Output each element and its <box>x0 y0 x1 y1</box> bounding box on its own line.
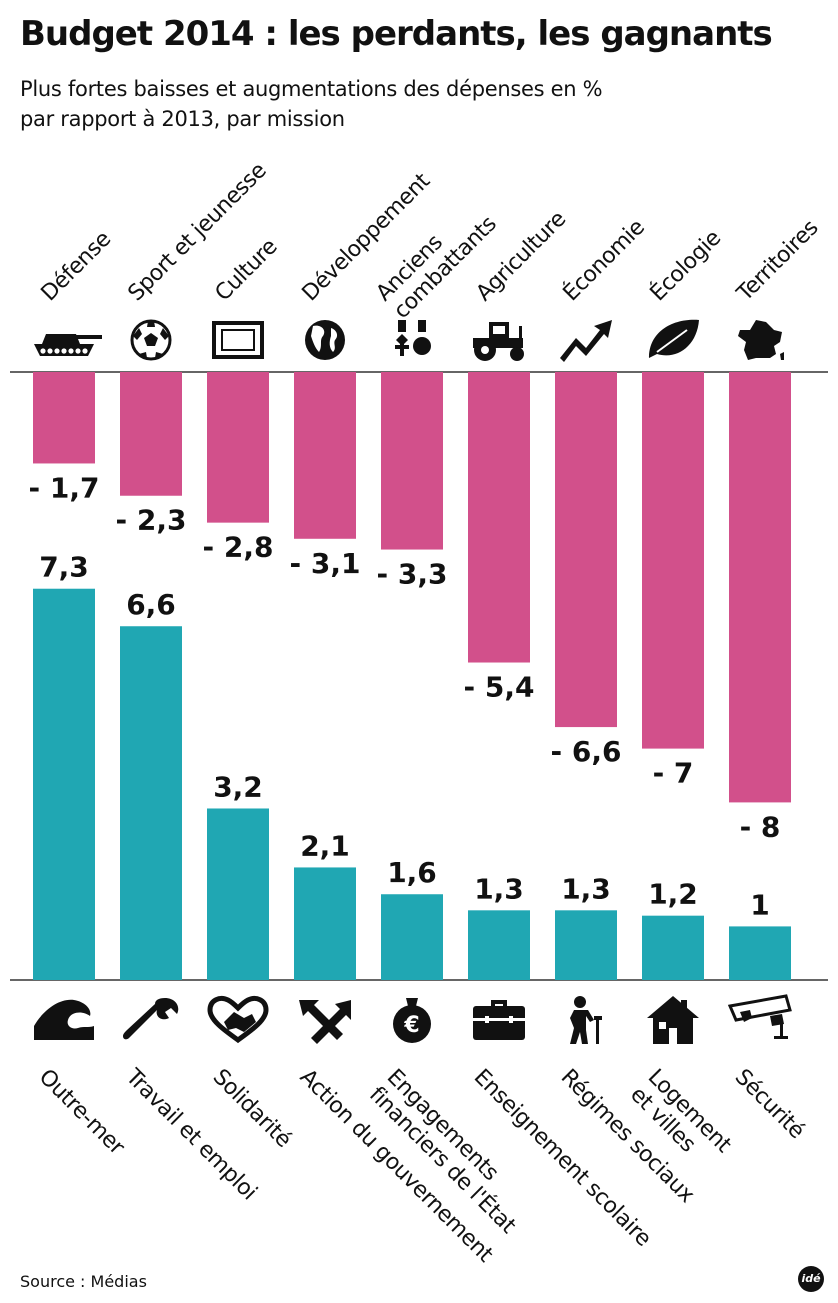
value-label-loss-5: - 5,4 <box>464 671 535 704</box>
source-note: Source : Médias <box>20 1272 147 1291</box>
bar-gain-0 <box>33 588 95 980</box>
wrench-icon <box>123 998 179 1040</box>
globe-icon <box>305 320 345 360</box>
category-label-loss-8: Territoires <box>732 215 823 306</box>
bar-loss-3 <box>294 372 356 539</box>
bar-gain-4 <box>381 894 443 980</box>
category-label-gain-8: Sécurité <box>730 1065 809 1144</box>
surveillance-camera-icon <box>727 994 792 1039</box>
svg-text:€: € <box>403 1013 419 1038</box>
bar-loss-6 <box>555 372 617 728</box>
value-label-gain-0: 7,3 <box>39 551 89 584</box>
money-bag-icon: € <box>393 998 431 1043</box>
bar-loss-0 <box>33 372 95 464</box>
bar-loss-8 <box>729 372 791 803</box>
bar-gain-1 <box>120 626 182 980</box>
bar-loss-4 <box>381 372 443 550</box>
bar-loss-7 <box>642 372 704 749</box>
briefcase-icon <box>473 1000 525 1040</box>
wave-icon <box>34 999 94 1040</box>
value-label-loss-7: - 7 <box>653 757 694 790</box>
value-label-gain-2: 3,2 <box>213 770 263 803</box>
value-label-gain-4: 1,6 <box>387 856 437 889</box>
value-label-loss-2: - 2,8 <box>203 531 274 564</box>
value-label-loss-0: - 1,7 <box>29 471 100 504</box>
bar-loss-2 <box>207 372 269 523</box>
subtitle-line-1: Plus fortes baisses et augmentations des… <box>20 77 603 101</box>
chart-title: Budget 2014 : les perdants, les gagnants <box>20 14 773 54</box>
bar-gain-7 <box>642 915 704 980</box>
category-label-loss-2: Culture <box>211 234 283 306</box>
value-label-gain-6: 1,3 <box>561 872 611 905</box>
elderly-person-icon <box>570 996 602 1044</box>
value-label-gain-8: 1 <box>750 888 769 921</box>
subtitle-line-2: par rapport à 2013, par mission <box>20 107 345 131</box>
soccer-ball-icon <box>130 319 172 361</box>
value-label-gain-3: 2,1 <box>300 829 350 862</box>
france-map-icon <box>738 320 784 360</box>
category-label-gain-0: Outre-mer <box>34 1065 130 1161</box>
leaf-icon <box>649 319 699 358</box>
crossed-arrows-icon <box>299 1000 351 1044</box>
category-label-loss-7: Écologie <box>645 225 726 306</box>
category-label-loss-6: Économie <box>558 214 650 306</box>
value-label-loss-6: - 6,6 <box>551 735 622 768</box>
category-label-gain-2: Solidarité <box>208 1065 296 1153</box>
bar-gain-3 <box>294 867 356 980</box>
value-label-loss-8: - 8 <box>740 810 781 843</box>
bar-gain-8 <box>729 926 791 980</box>
publisher-logo: idé <box>798 1266 824 1292</box>
value-label-loss-1: - 2,3 <box>116 504 187 537</box>
value-label-loss-3: - 3,1 <box>290 547 361 580</box>
bar-gain-5 <box>468 910 530 980</box>
bar-gain-6 <box>555 910 617 980</box>
bar-loss-5 <box>468 372 530 663</box>
value-label-gain-5: 1,3 <box>474 872 524 905</box>
tank-icon <box>34 334 102 356</box>
heart-handshake-icon <box>207 995 269 1044</box>
picture-frame-icon <box>212 321 264 359</box>
value-label-gain-7: 1,2 <box>648 878 698 911</box>
chart-subtitle: Plus fortes baisses et augmentations des… <box>20 74 780 134</box>
bar-gain-2 <box>207 808 269 980</box>
value-label-gain-1: 6,6 <box>126 588 176 621</box>
value-label-loss-4: - 3,3 <box>377 558 448 591</box>
bar-loss-1 <box>120 372 182 496</box>
tractor-icon <box>473 322 524 361</box>
category-label-loss-0: Défense <box>37 227 116 306</box>
rising-arrow-icon <box>560 320 612 362</box>
house-icon <box>647 996 699 1044</box>
medals-icon <box>395 320 431 356</box>
